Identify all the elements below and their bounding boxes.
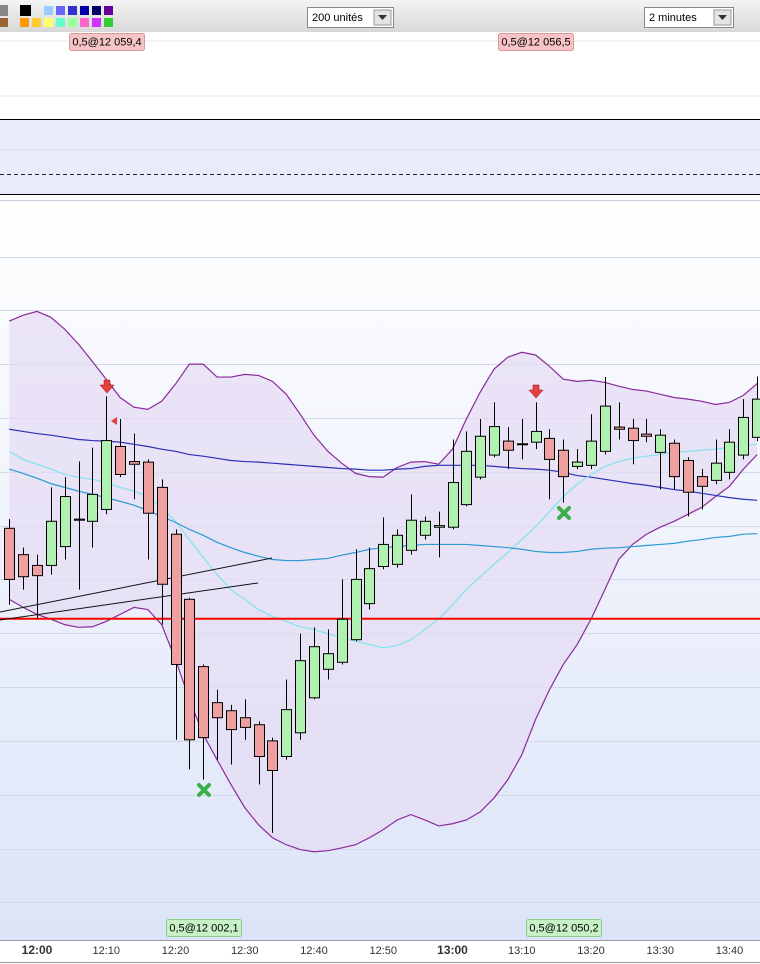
candle-body [628, 427, 639, 442]
candle-body [198, 666, 209, 739]
candle-body [544, 437, 555, 460]
x-tick-label: 12:50 [369, 945, 397, 957]
candle-body [600, 405, 611, 452]
candle-body [392, 534, 403, 565]
period-dropdown[interactable]: 2 minutes [644, 7, 734, 28]
candle-body [724, 441, 735, 473]
candle-body [461, 450, 472, 506]
candle-body [489, 426, 500, 456]
color-swatches [0, 5, 113, 27]
candle-body [226, 710, 237, 731]
candle-body [309, 646, 320, 699]
x-axis [0, 940, 760, 964]
candle-body [184, 598, 195, 741]
x-tick-label: 12:40 [300, 945, 328, 957]
x-tick-label: 13:20 [577, 945, 605, 957]
signals [99, 379, 571, 797]
period-label: 2 minutes [649, 12, 697, 24]
candle-body [614, 426, 625, 430]
candle-body [531, 430, 542, 443]
candle-body [448, 482, 459, 528]
candle-body [697, 476, 708, 487]
indicator-line [9, 428, 758, 501]
candle-body [281, 709, 292, 757]
trend-lines [0, 557, 273, 621]
x-tick-label: 12:10 [92, 945, 120, 957]
indicator-line [8, 443, 758, 649]
candle-body [683, 459, 694, 493]
candle-body [101, 440, 112, 510]
candle-body [157, 486, 168, 585]
candle-body [572, 461, 583, 467]
candle-body [378, 543, 389, 568]
units-label: 200 unités [312, 12, 363, 24]
candle-body [254, 724, 265, 757]
candle-body [295, 660, 306, 734]
candle-body [475, 435, 486, 478]
candle-body [212, 702, 223, 719]
candle-body [655, 434, 666, 453]
candle-body [87, 493, 98, 522]
candle-body [337, 618, 348, 663]
order-label-box [166, 919, 242, 937]
candle-body [74, 518, 85, 521]
x-tick-label: 13:40 [716, 945, 744, 957]
candle-body [60, 496, 71, 548]
order-label-box [526, 919, 602, 937]
order-label: 0,5@12 056,5 [501, 36, 570, 48]
candle-body [351, 578, 362, 641]
candle-body [115, 445, 126, 475]
x-tick-label: 12:20 [162, 945, 190, 957]
indicator-panel [0, 119, 760, 195]
candle-body [32, 564, 43, 577]
candle-body [406, 519, 417, 551]
order-label: 0,5@12 059,4 [72, 36, 141, 48]
candle-body [4, 527, 15, 580]
order-label: 0,5@12 002,1 [169, 922, 238, 934]
candle-body [420, 520, 431, 536]
x-tick-label: 13:30 [646, 945, 674, 957]
indicator-line [8, 454, 758, 853]
x-tick-label: 12:30 [231, 945, 259, 957]
candle-body [364, 568, 375, 605]
candle-body [240, 717, 251, 728]
order-label-box [69, 33, 145, 51]
candle-body [46, 520, 57, 566]
order-label-box [498, 33, 574, 51]
candle-body [641, 433, 652, 437]
candle-body [323, 653, 334, 670]
order-label: 0,5@12 050,2 [529, 922, 598, 934]
candle-body [171, 533, 182, 665]
candle-body [711, 462, 722, 481]
x-tick-label: 13:00 [437, 943, 468, 957]
candle-body [129, 461, 140, 465]
candle-body [143, 461, 154, 514]
candle-body [752, 398, 760, 438]
candle-body [586, 440, 597, 466]
units-dropdown[interactable]: 200 unités [307, 7, 394, 28]
candle-body [267, 740, 278, 771]
candle-body [18, 554, 29, 578]
candle-body [434, 525, 445, 528]
candle-body [517, 443, 528, 446]
candle-body [503, 440, 514, 451]
x-tick-label: 13:10 [508, 945, 536, 957]
candle-body [669, 442, 680, 478]
candle-body [738, 416, 749, 456]
x-tick-label: 12:00 [22, 943, 53, 957]
candle-body [558, 449, 569, 478]
indicator-line [9, 310, 758, 478]
